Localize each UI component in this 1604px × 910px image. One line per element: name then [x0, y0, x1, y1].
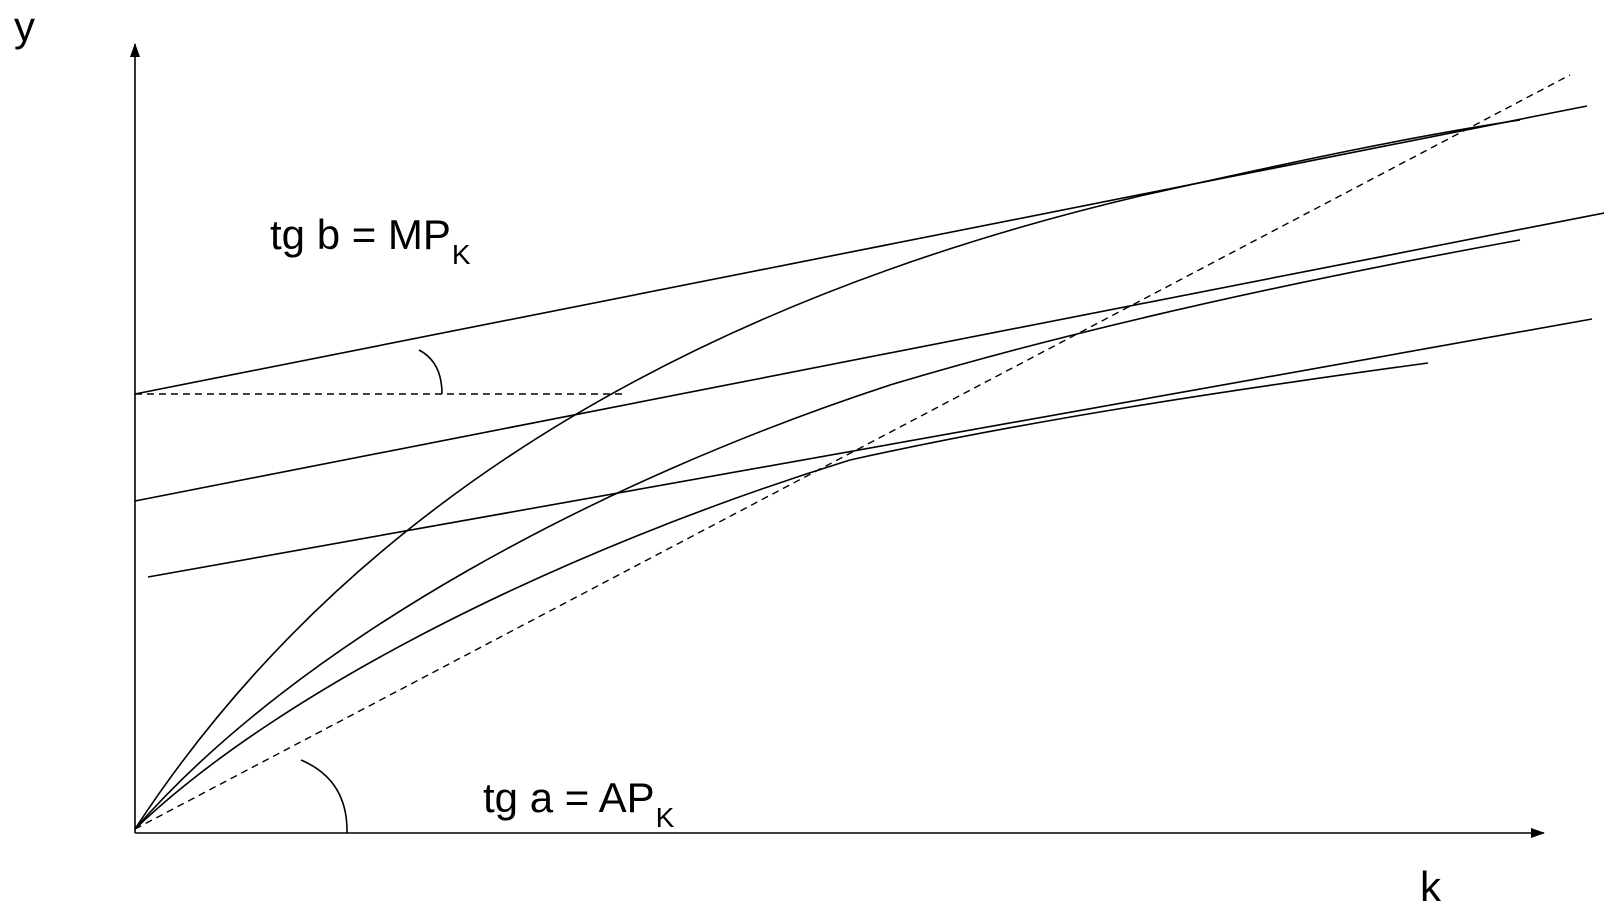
average-product-subscript: K [655, 802, 675, 834]
tangent-line-upper [134, 105, 1588, 395]
marginal-product-annotation: tg b = MPK [270, 214, 471, 269]
tangent-line-lower [147, 318, 1593, 578]
average-product-ray [134, 74, 1571, 830]
x-axis-label: k [1420, 863, 1441, 910]
angle-b-arc [418, 349, 443, 395]
average-product-annotation: tg a = APK [483, 777, 674, 832]
tangent-line-middle [134, 212, 1604, 502]
production-curve-middle [134, 239, 1521, 830]
production-curve-lower [134, 362, 1429, 830]
y-axis-label: y [14, 3, 35, 50]
marginal-product-text: tg b = MP [270, 211, 451, 258]
angle-a-arc [300, 759, 348, 834]
production-curve-upper [134, 119, 1521, 830]
marginal-product-subscript: K [451, 239, 471, 271]
average-product-text: tg a = AP [483, 774, 655, 821]
